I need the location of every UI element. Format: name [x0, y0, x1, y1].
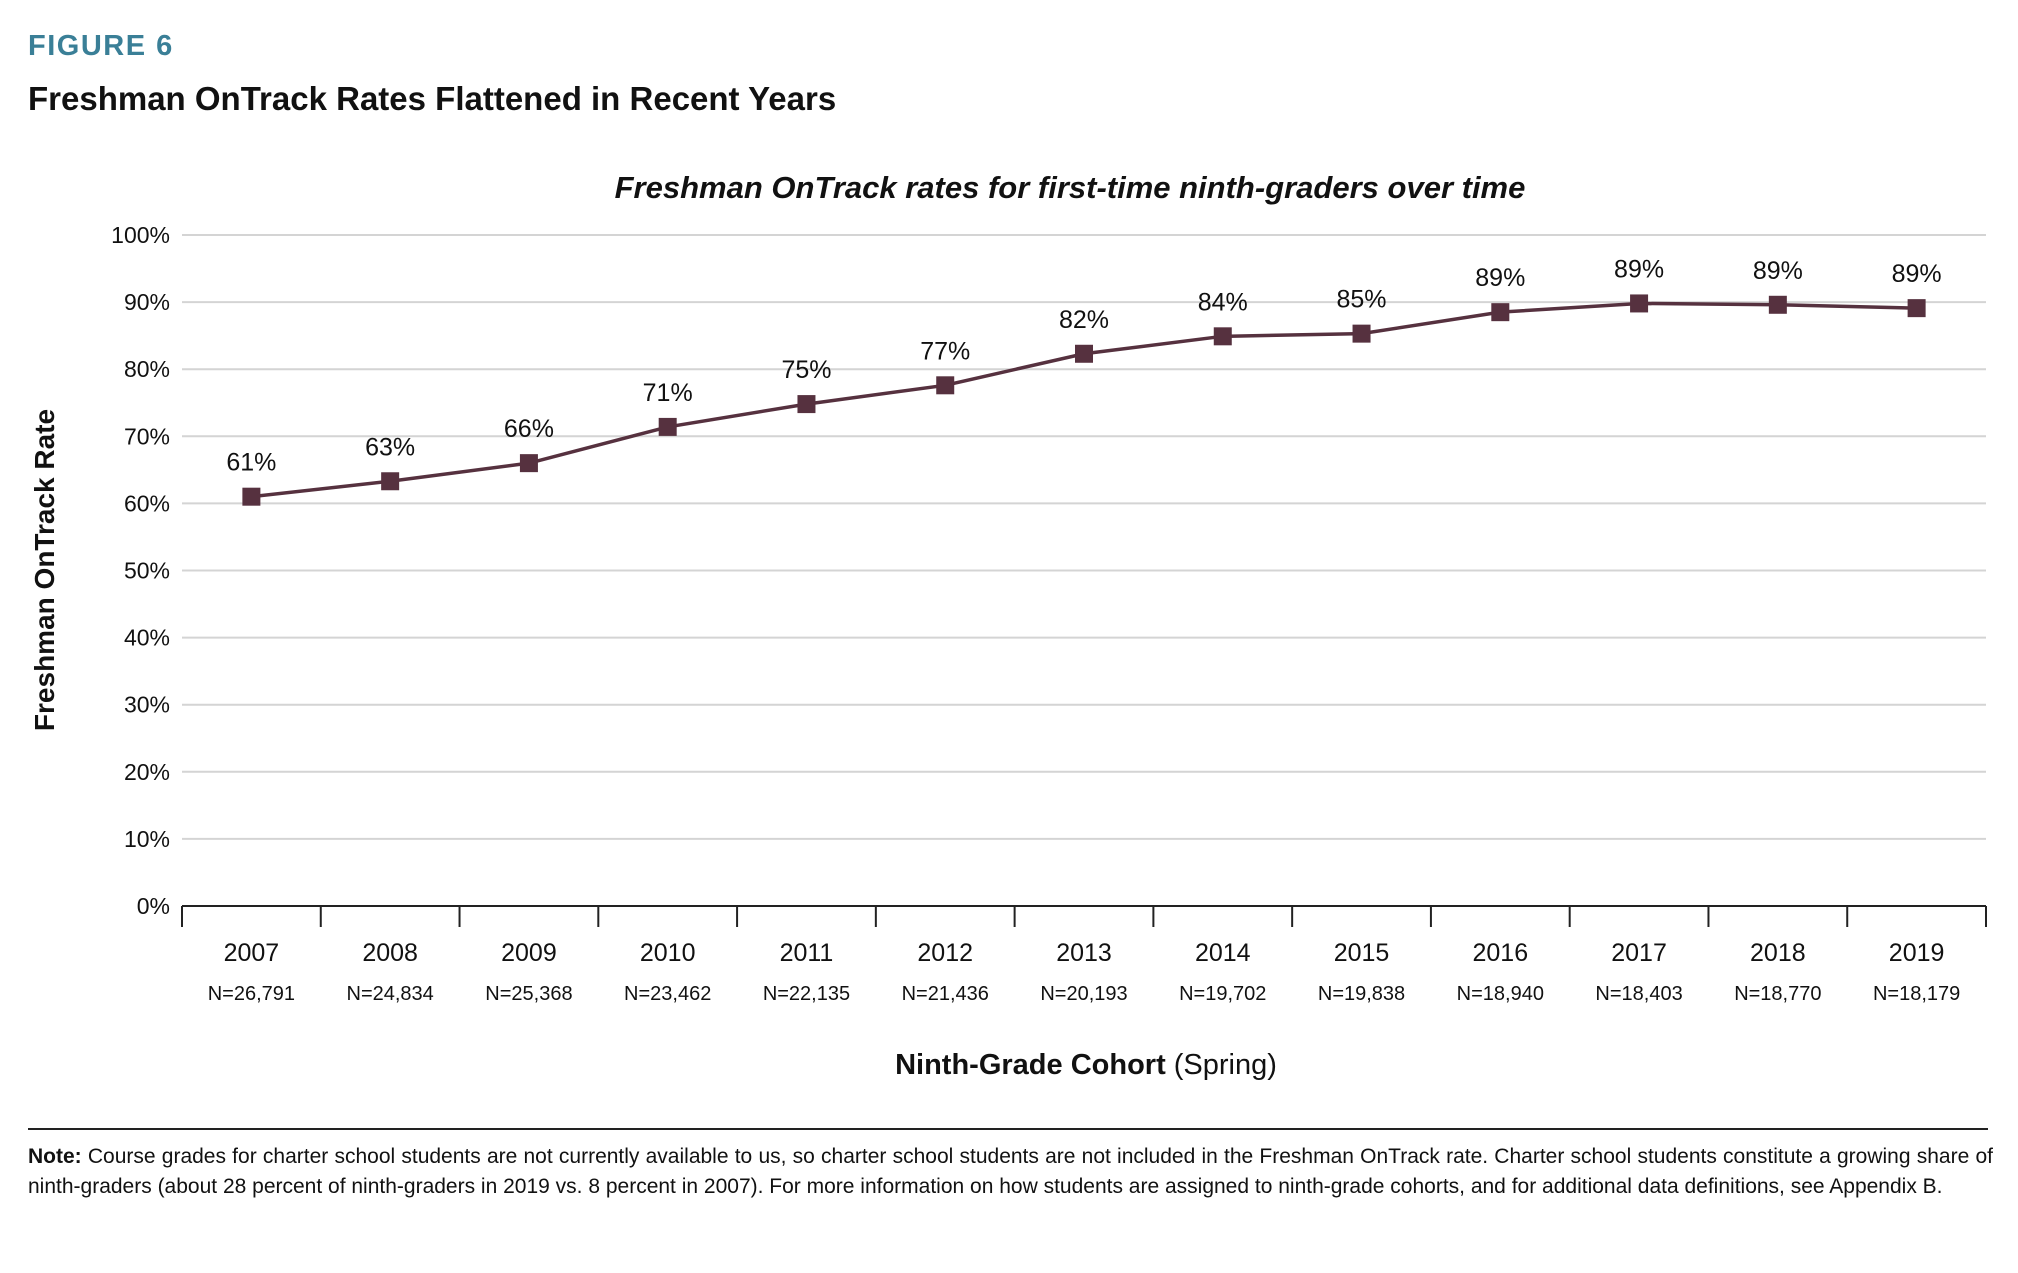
data-point [1630, 294, 1649, 313]
x-tick-label: 2018 [1750, 939, 1806, 967]
x-axis-title: Ninth-Grade Cohort (Spring) [895, 1049, 1277, 1081]
data-point [797, 395, 816, 414]
y-tick-label: 60% [124, 490, 170, 516]
y-tick-label: 80% [124, 356, 170, 382]
n-label: N=24,834 [347, 983, 434, 1005]
note-text: Course grades for charter school student… [28, 1145, 1993, 1198]
y-tick-label: 40% [124, 625, 170, 651]
data-point [1352, 324, 1371, 343]
y-tick-label: 100% [111, 222, 170, 248]
x-axis-title-main: Ninth-Grade Cohort [895, 1049, 1166, 1081]
y-tick-label: 0% [137, 893, 170, 919]
n-label: N=18,179 [1873, 983, 1960, 1005]
n-label: N=18,770 [1734, 983, 1821, 1005]
n-label: N=23,462 [624, 983, 711, 1005]
data-point [1213, 327, 1232, 346]
x-tick-label: 2014 [1195, 939, 1251, 967]
data-point [1768, 295, 1787, 314]
chart-title: Freshman OnTrack rates for first-time ni… [615, 170, 1526, 205]
x-tick-label: 2009 [501, 939, 557, 967]
data-label: 89% [1614, 255, 1664, 283]
n-label: N=25,368 [485, 983, 572, 1005]
n-label: N=18,403 [1595, 983, 1682, 1005]
note-label: Note: [28, 1145, 82, 1168]
data-point [936, 376, 955, 395]
data-label: 77% [920, 337, 970, 365]
data-label: 75% [781, 356, 831, 384]
x-tick-label: 2016 [1472, 939, 1528, 967]
y-tick-label: 30% [124, 692, 170, 718]
data-label: 84% [1198, 288, 1248, 316]
note-divider [28, 1128, 1988, 1130]
line-chart: Freshman OnTrack rates for first-time ni… [29, 170, 1987, 1081]
n-label: N=21,436 [902, 983, 989, 1005]
y-tick-label: 90% [124, 289, 170, 315]
x-tick-label: 2012 [917, 939, 973, 967]
data-label: 61% [226, 449, 276, 477]
x-tick-label: 2007 [224, 939, 280, 967]
x-axis-title-suffix: (Spring) [1174, 1049, 1277, 1081]
n-label: N=22,135 [763, 983, 850, 1005]
data-point [381, 472, 400, 491]
note: Note: Course grades for charter school s… [28, 1142, 1993, 1202]
figure-title: Freshman OnTrack Rates Flattened in Rece… [28, 80, 837, 117]
data-point [1491, 303, 1510, 322]
data-label: 63% [365, 433, 415, 461]
data-point [658, 417, 677, 436]
y-tick-label: 70% [124, 423, 170, 449]
x-tick-label: 2008 [362, 939, 418, 967]
data-label: 71% [643, 379, 693, 407]
n-label: N=20,193 [1040, 983, 1127, 1005]
n-label: N=18,940 [1457, 983, 1544, 1005]
y-tick-label: 10% [124, 826, 170, 852]
n-label: N=19,838 [1318, 983, 1405, 1005]
y-tick-label: 20% [124, 759, 170, 785]
n-label: N=26,791 [208, 983, 295, 1005]
data-label: 89% [1892, 260, 1942, 288]
data-label: 82% [1059, 306, 1109, 334]
x-tick-label: 2011 [780, 939, 834, 967]
data-label: 66% [504, 415, 554, 443]
data-label: 85% [1337, 286, 1387, 314]
x-tick-label: 2010 [640, 939, 696, 967]
x-tick-label: 2017 [1611, 939, 1667, 967]
x-tick-label: 2015 [1334, 939, 1390, 967]
n-label: N=19,702 [1179, 983, 1266, 1005]
data-point [519, 454, 538, 473]
x-tick-label: 2013 [1056, 939, 1112, 967]
data-point [242, 487, 261, 506]
y-axis-title: Freshman OnTrack Rate [29, 409, 60, 731]
data-point [1075, 344, 1093, 363]
figure-label: FIGURE 6 [28, 30, 174, 62]
y-tick-label: 50% [124, 558, 170, 584]
x-tick-label: 2019 [1889, 939, 1945, 967]
data-label: 89% [1475, 264, 1525, 292]
data-label: 89% [1753, 257, 1803, 285]
data-point [1907, 299, 1926, 318]
